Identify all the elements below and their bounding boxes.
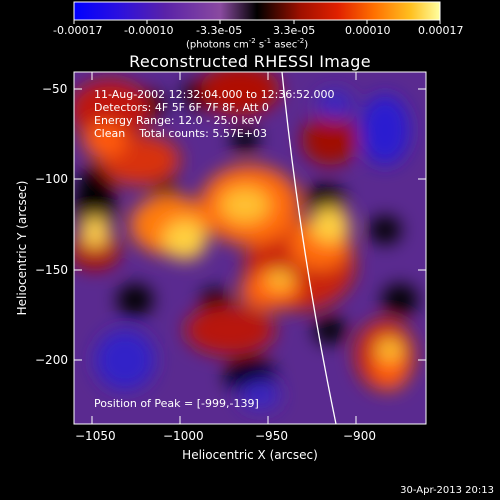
peak-position-label: Position of Peak = [-999,-139] — [94, 397, 259, 410]
colorbar-tick-label: 3.3e-05 — [273, 24, 316, 37]
plot-title: Reconstructed RHESSI Image — [129, 52, 371, 71]
x-tick-label: −950 — [255, 429, 288, 443]
y-tick-label: −150 — [35, 263, 68, 277]
x-axis-label: Heliocentric X (arcsec) — [182, 448, 318, 462]
x-axis-ticks — [91, 72, 357, 424]
colorbar — [73, 1, 441, 21]
colorbar-tick-label: -0.00010 — [124, 24, 174, 37]
x-tick-label: −1000 — [163, 429, 204, 443]
info-total-counts: Clean Total counts: 5.57E+03 — [94, 127, 268, 140]
timestamp: 30-Apr-2013 20:13 — [400, 485, 494, 496]
colorbar-tick-label: 0.00010 — [345, 24, 391, 37]
y-tick-label: −100 — [35, 172, 68, 186]
solar-limb-line — [281, 72, 337, 424]
rhessi-image — [74, 72, 426, 424]
plot-frame — [73, 71, 427, 425]
y-tick-label: −200 — [35, 353, 68, 367]
x-tick-label: −900 — [343, 429, 376, 443]
colorbar-ticks — [73, 20, 441, 24]
x-tick-label: −1050 — [75, 429, 116, 443]
y-tick-label: −50 — [42, 82, 68, 96]
y-axis-label: Heliocentric Y (arcsec) — [15, 180, 29, 316]
colorbar-tick-label: 0.00017 — [418, 24, 464, 37]
colorbar-tick-label: -3.3e-05 — [196, 24, 243, 37]
colorbar-unit-label: (photons cm-2 s-1 asec-2) — [186, 37, 309, 51]
colorbar-tick-label: -0.00017 — [53, 24, 103, 37]
info-time-range: 11-Aug-2002 12:32:04.000 to 12:36:52.000 — [94, 88, 335, 101]
info-detectors: Detectors: 4F 5F 6F 7F 8F, Att 0 — [94, 101, 269, 114]
info-energy-range: Energy Range: 12.0 - 25.0 keV — [94, 114, 262, 127]
y-axis-ticks — [74, 88, 426, 361]
